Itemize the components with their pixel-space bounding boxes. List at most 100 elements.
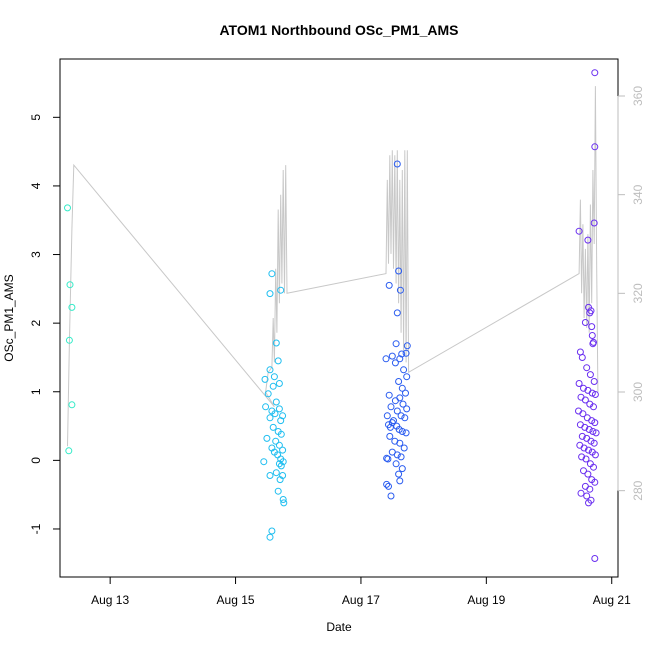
data-point	[586, 371, 594, 379]
data-point	[588, 323, 596, 331]
data-point	[274, 487, 282, 495]
data-point	[279, 472, 287, 479]
y-tick-label: 3	[29, 251, 43, 258]
data-point	[402, 429, 410, 437]
data-point	[280, 499, 288, 507]
y2-tick-label: 340	[631, 184, 645, 204]
data-point	[396, 394, 404, 402]
data-point	[277, 462, 285, 470]
data-point	[396, 439, 404, 447]
data-point	[275, 460, 283, 468]
data-point	[385, 482, 392, 490]
data-point	[383, 412, 391, 420]
series-1	[64, 204, 76, 455]
data-point	[266, 472, 274, 479]
data-point	[386, 432, 394, 440]
data-point	[65, 336, 73, 344]
data-point	[261, 375, 269, 383]
data-point	[393, 160, 401, 168]
x-tick-label: Aug 19	[467, 593, 505, 607]
y-tick-label: 5	[29, 114, 43, 121]
data-point	[583, 364, 591, 372]
data-point	[400, 444, 408, 452]
data-point	[576, 421, 584, 429]
data-point	[575, 227, 583, 235]
data-point	[400, 366, 408, 374]
data-point	[590, 439, 598, 447]
data-point	[588, 332, 596, 339]
y2-tick-label: 320	[631, 283, 645, 303]
data-point	[591, 391, 599, 398]
y2-tick-label: 360	[631, 86, 645, 106]
data-point	[580, 444, 588, 452]
data-point	[581, 319, 589, 326]
y2-tick-label: 280	[631, 480, 645, 500]
data-point	[575, 407, 582, 415]
y-axis-label: OSc_PM1_AMS	[2, 274, 16, 361]
data-point	[269, 382, 277, 390]
data-point	[396, 286, 404, 294]
data-point	[266, 290, 274, 298]
data-point	[578, 354, 586, 361]
data-point	[585, 426, 593, 433]
data-point	[578, 453, 586, 461]
data-point	[592, 429, 600, 437]
data-point	[580, 384, 587, 392]
y-tick-label: -1	[29, 523, 43, 534]
data-point	[398, 428, 406, 435]
data-point	[399, 400, 407, 408]
data-point	[387, 492, 395, 500]
data-point	[268, 270, 276, 278]
secondary-line-layer	[67, 86, 599, 447]
data-point	[262, 403, 270, 411]
data-point	[272, 437, 280, 445]
data-point	[68, 401, 76, 409]
data-point	[260, 458, 268, 466]
data-point	[279, 458, 287, 466]
data-point	[266, 533, 274, 541]
data-point	[583, 492, 591, 500]
data-point	[272, 339, 280, 347]
data-point	[266, 366, 274, 374]
y-tick-label: 4	[29, 182, 43, 189]
data-point	[390, 417, 397, 425]
data-point	[275, 441, 283, 449]
x-axis: Aug 13 Aug 15 Aug 17 Aug 19 Aug 21	[91, 576, 631, 607]
data-point	[392, 460, 400, 468]
x-tick-label: Aug 17	[342, 593, 380, 607]
y-tick-label: 1	[29, 388, 43, 395]
data-point	[403, 373, 411, 381]
series-2	[260, 270, 288, 541]
data-point	[272, 469, 280, 477]
data-point	[383, 480, 391, 488]
data-point	[391, 397, 399, 405]
data-point	[584, 470, 592, 478]
data-point	[382, 355, 390, 363]
data-point	[393, 407, 401, 415]
data-point	[272, 398, 280, 406]
series-3	[382, 160, 411, 500]
data-point	[392, 340, 400, 348]
y-tick-label: 2	[29, 319, 43, 326]
data-point	[591, 419, 599, 427]
data-point	[387, 403, 395, 411]
data-point	[591, 555, 599, 562]
data-point	[66, 281, 74, 289]
data-point	[395, 470, 403, 478]
data-point	[395, 267, 403, 275]
data-point	[385, 391, 393, 399]
data-point	[263, 434, 271, 442]
data-point	[577, 489, 585, 497]
data-point	[591, 143, 599, 151]
data-point	[64, 204, 71, 212]
data-point	[398, 350, 406, 358]
data-point	[266, 414, 274, 422]
data-point	[386, 423, 394, 431]
data-point	[65, 447, 73, 455]
data-point	[398, 384, 406, 392]
x-axis-label: Date	[326, 620, 352, 634]
data-point	[393, 309, 401, 317]
data-point	[590, 403, 597, 411]
data-point	[590, 219, 598, 227]
